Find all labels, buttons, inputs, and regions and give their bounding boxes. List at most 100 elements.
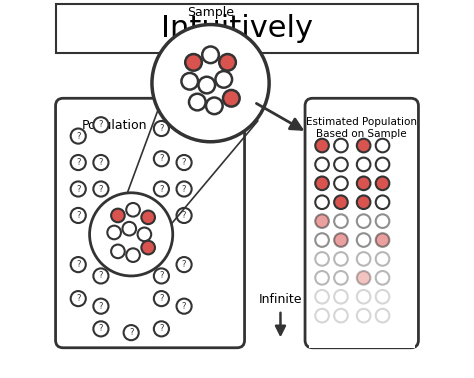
Circle shape bbox=[357, 252, 371, 266]
Circle shape bbox=[315, 233, 329, 247]
Circle shape bbox=[154, 268, 169, 284]
Circle shape bbox=[93, 117, 109, 132]
Circle shape bbox=[202, 46, 219, 63]
Circle shape bbox=[189, 94, 206, 110]
Circle shape bbox=[71, 181, 86, 197]
Circle shape bbox=[315, 252, 329, 266]
Bar bbox=[309, 325, 415, 348]
Circle shape bbox=[176, 208, 191, 223]
Circle shape bbox=[93, 155, 109, 170]
Text: ?: ? bbox=[99, 184, 103, 194]
Text: ?: ? bbox=[182, 302, 186, 311]
Circle shape bbox=[334, 177, 348, 190]
Circle shape bbox=[216, 71, 232, 88]
Text: ?: ? bbox=[99, 271, 103, 280]
Circle shape bbox=[199, 77, 215, 93]
Circle shape bbox=[376, 252, 389, 266]
Circle shape bbox=[315, 290, 329, 304]
Circle shape bbox=[219, 54, 236, 71]
Circle shape bbox=[154, 151, 169, 166]
Text: ?: ? bbox=[76, 294, 81, 303]
Circle shape bbox=[334, 214, 348, 228]
FancyBboxPatch shape bbox=[55, 98, 245, 348]
Circle shape bbox=[141, 211, 155, 224]
Text: ?: ? bbox=[76, 260, 81, 269]
Circle shape bbox=[376, 177, 389, 190]
Circle shape bbox=[71, 291, 86, 306]
Text: ?: ? bbox=[76, 158, 81, 167]
Text: Intuitively: Intuitively bbox=[161, 14, 313, 43]
Circle shape bbox=[334, 309, 348, 322]
Circle shape bbox=[126, 248, 140, 262]
Circle shape bbox=[122, 222, 136, 235]
Circle shape bbox=[93, 321, 109, 336]
Text: ?: ? bbox=[76, 184, 81, 194]
Circle shape bbox=[152, 25, 269, 142]
Circle shape bbox=[334, 139, 348, 152]
Text: ?: ? bbox=[159, 124, 164, 133]
Text: ?: ? bbox=[76, 211, 81, 220]
Text: ?: ? bbox=[182, 158, 186, 167]
Text: ?: ? bbox=[159, 294, 164, 303]
Circle shape bbox=[315, 158, 329, 171]
Circle shape bbox=[376, 271, 389, 285]
Circle shape bbox=[93, 299, 109, 314]
Circle shape bbox=[357, 214, 371, 228]
Circle shape bbox=[357, 195, 371, 209]
Circle shape bbox=[223, 90, 240, 107]
Circle shape bbox=[71, 208, 86, 223]
Circle shape bbox=[376, 195, 389, 209]
Circle shape bbox=[154, 321, 169, 336]
Circle shape bbox=[334, 158, 348, 171]
Circle shape bbox=[357, 158, 371, 171]
Text: Sample: Sample bbox=[187, 6, 234, 19]
Text: ?: ? bbox=[182, 211, 186, 220]
Circle shape bbox=[376, 139, 389, 152]
Text: ?: ? bbox=[99, 158, 103, 167]
Circle shape bbox=[93, 181, 109, 197]
Circle shape bbox=[376, 233, 389, 247]
Circle shape bbox=[124, 325, 139, 340]
Circle shape bbox=[126, 203, 140, 217]
Circle shape bbox=[357, 309, 371, 322]
Circle shape bbox=[334, 271, 348, 285]
Text: ?: ? bbox=[129, 328, 133, 337]
Text: ?: ? bbox=[159, 154, 164, 163]
Circle shape bbox=[154, 121, 169, 136]
Circle shape bbox=[176, 299, 191, 314]
Circle shape bbox=[176, 181, 191, 197]
Text: ?: ? bbox=[182, 184, 186, 194]
Circle shape bbox=[357, 139, 371, 152]
Text: Infinite: Infinite bbox=[259, 293, 302, 306]
Circle shape bbox=[376, 214, 389, 228]
Text: ?: ? bbox=[159, 271, 164, 280]
Text: ?: ? bbox=[76, 132, 81, 141]
Circle shape bbox=[334, 233, 348, 247]
Circle shape bbox=[357, 177, 371, 190]
Circle shape bbox=[334, 195, 348, 209]
Circle shape bbox=[315, 195, 329, 209]
Circle shape bbox=[206, 98, 223, 114]
Circle shape bbox=[154, 291, 169, 306]
Circle shape bbox=[357, 233, 371, 247]
Text: ?: ? bbox=[99, 324, 103, 333]
Circle shape bbox=[315, 271, 329, 285]
Circle shape bbox=[137, 228, 151, 241]
Circle shape bbox=[376, 158, 389, 171]
Text: ?: ? bbox=[159, 324, 164, 333]
FancyBboxPatch shape bbox=[305, 98, 419, 348]
Text: Population: Population bbox=[82, 119, 147, 132]
Circle shape bbox=[315, 139, 329, 152]
Circle shape bbox=[176, 155, 191, 170]
Circle shape bbox=[357, 290, 371, 304]
Circle shape bbox=[107, 226, 121, 239]
Text: ?: ? bbox=[99, 120, 103, 129]
Circle shape bbox=[376, 309, 389, 322]
Circle shape bbox=[176, 257, 191, 272]
Circle shape bbox=[315, 214, 329, 228]
Text: Estimated Population
Based on Sample: Estimated Population Based on Sample bbox=[306, 117, 417, 139]
Circle shape bbox=[315, 177, 329, 190]
Circle shape bbox=[334, 290, 348, 304]
Circle shape bbox=[141, 241, 155, 254]
Circle shape bbox=[154, 181, 169, 197]
